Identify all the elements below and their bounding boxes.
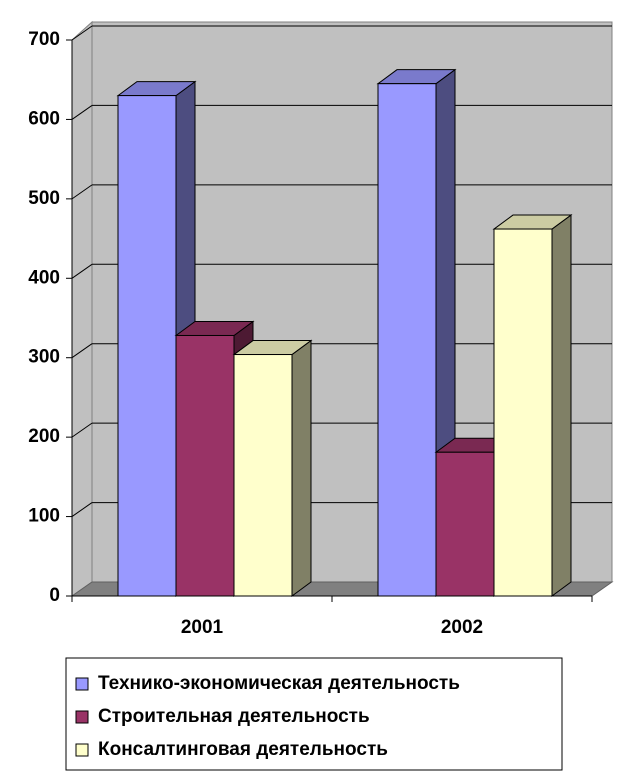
legend-swatch	[75, 743, 89, 757]
bar-front	[233, 354, 293, 597]
grid-line	[71, 25, 93, 41]
y-tick-label: 600	[28, 108, 60, 129]
bar-front	[377, 83, 437, 597]
bar-side	[551, 214, 572, 597]
bar-side	[291, 339, 312, 597]
grid-line	[71, 422, 93, 438]
y-tick-label: 400	[28, 267, 60, 288]
legend-label: Технико-экономическая деятельность	[98, 673, 460, 694]
bar-front	[117, 95, 177, 597]
y-tick-label: 700	[28, 29, 60, 50]
bar-front	[493, 228, 553, 597]
y-tick-label: 300	[28, 347, 60, 368]
y-tick-label: 100	[28, 506, 60, 527]
grid-line	[71, 263, 93, 279]
legend	[65, 657, 563, 771]
grid-line	[71, 105, 93, 120]
bar	[232, 339, 313, 597]
bar	[492, 214, 573, 597]
bar-front	[175, 334, 235, 597]
x-tick-label: 2001	[181, 617, 224, 638]
legend-swatch	[75, 677, 89, 691]
legend-swatch	[75, 710, 89, 724]
y-tick-label: 500	[28, 188, 60, 209]
x-tick-label: 2002	[441, 617, 483, 638]
legend-label: Консалтинговая деятельность	[98, 739, 388, 760]
bar-front	[435, 451, 495, 597]
grid-line	[71, 502, 93, 517]
grid-line	[71, 343, 93, 359]
grid-line	[71, 184, 93, 200]
y-tick-label: 200	[28, 426, 60, 447]
legend-label: Строительная деятельность	[98, 706, 370, 727]
y-tick-label: 0	[49, 585, 60, 606]
